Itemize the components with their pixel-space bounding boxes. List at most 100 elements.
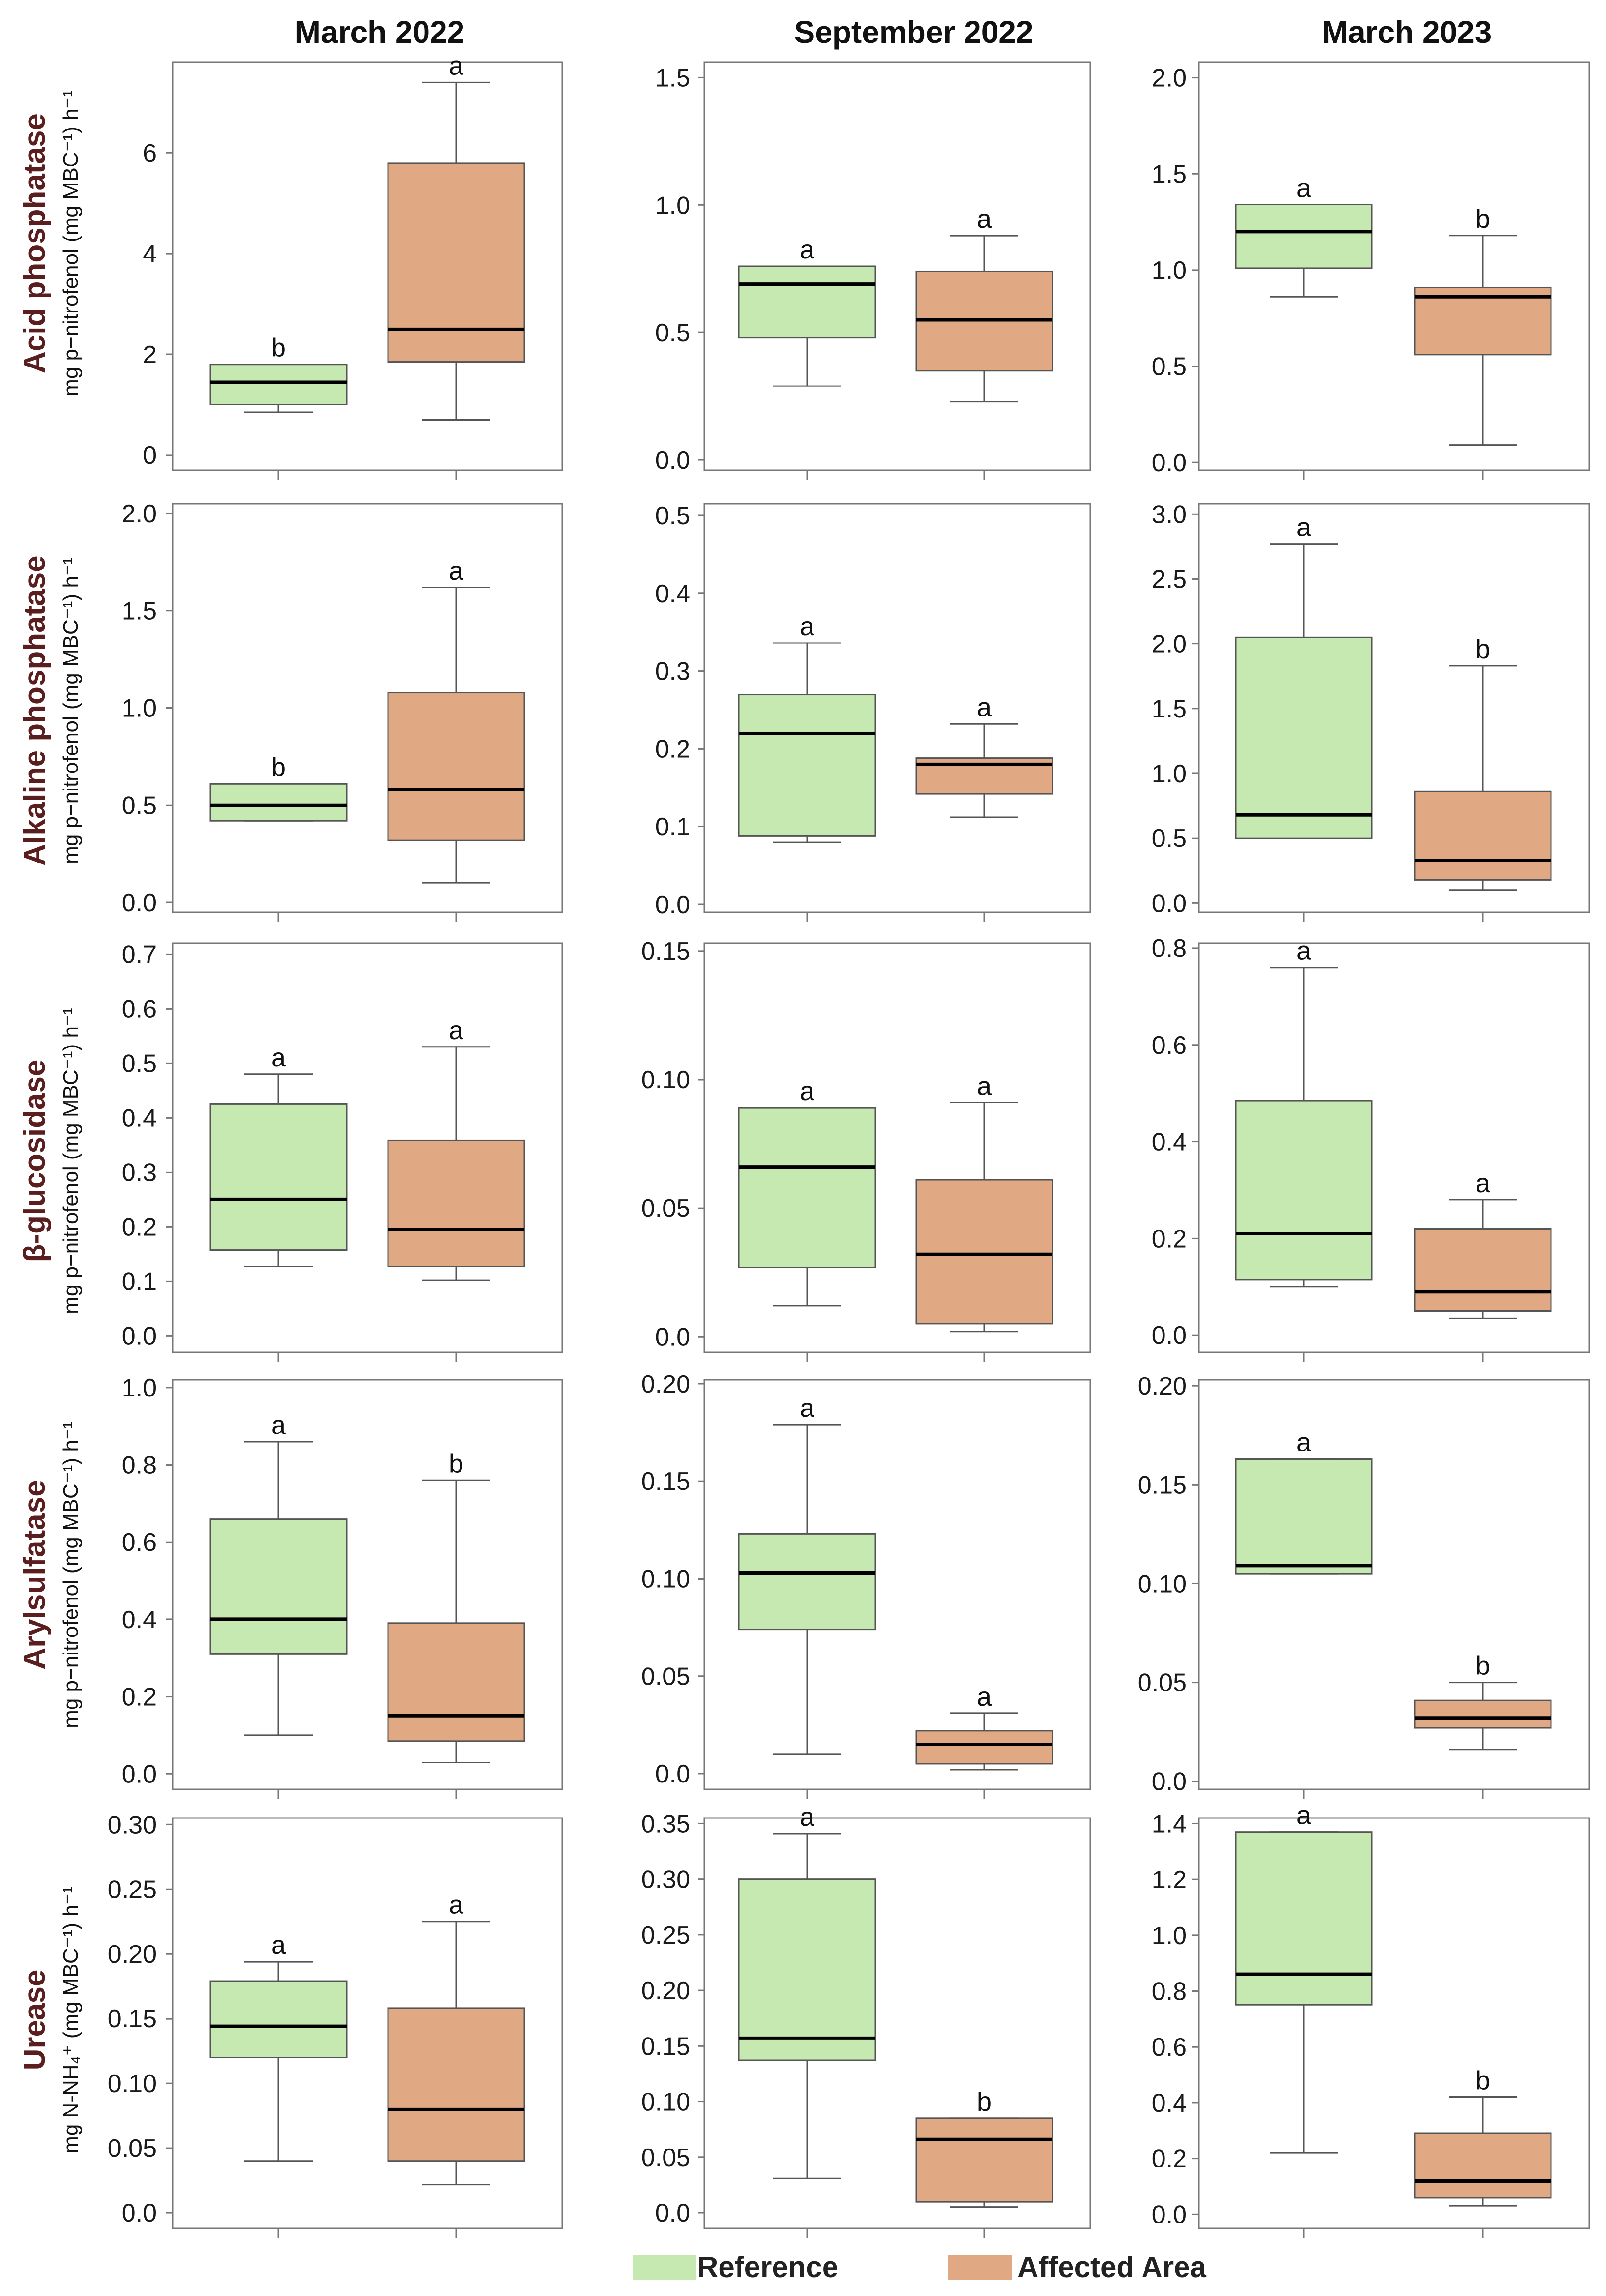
significance-letter: a [977, 1072, 992, 1101]
y-tick-label: 1.0 [1152, 760, 1187, 788]
panel-arylsulfatase-march-2023: 0.0 0.05 0.10 0.15 0.20 a b [1138, 1372, 1590, 1799]
y-tick-label: 0.7 [122, 940, 157, 969]
y-tick-label: 0.0 [655, 2199, 690, 2227]
y-tick-label: 2.0 [1152, 64, 1187, 92]
y-tick-label: 0.0 [655, 891, 690, 919]
y-tick-label: 0.2 [122, 1683, 157, 1711]
y-tick-label: 0.4 [122, 1104, 157, 1132]
iqr-box [209, 1103, 348, 1251]
y-tick-label: 0.0 [655, 1323, 690, 1351]
plot-frame [703, 1817, 1091, 2229]
y-tick-label: 0.8 [1152, 1978, 1187, 2006]
significance-letter: a [800, 235, 815, 264]
significance-letter: b [449, 1449, 463, 1478]
y-tick-label: 0.1 [122, 1267, 157, 1296]
significance-letter: a [449, 556, 464, 586]
panel-arylsulfatase-september-2022: 0.0 0.05 0.10 0.15 0.20 a a [641, 1370, 1091, 1799]
box-reference: a [738, 1802, 876, 2179]
significance-letter: a [800, 612, 815, 641]
y-tick-label: 0.05 [1138, 1669, 1187, 1697]
plot-frame [1198, 1379, 1590, 1790]
y-tick-label: 0.20 [641, 1370, 690, 1398]
row-title-acid-phosphatase: Acid phosphatase [18, 113, 52, 373]
y-tick-label: 1.2 [1152, 1866, 1187, 1894]
plot-frame [1198, 942, 1590, 1353]
y-tick-label: 0.20 [641, 1977, 690, 2005]
significance-letter: a [449, 1891, 464, 1920]
iqr-box [387, 2007, 525, 2162]
y-tick-label: 1.0 [1152, 1922, 1187, 1950]
y-tick-label: 0.30 [641, 1866, 690, 1894]
y-tick-label: 0.5 [122, 1049, 157, 1078]
y-tick-label: 1.0 [655, 191, 690, 220]
significance-letter: b [271, 333, 286, 363]
y-tick-label: 0.0 [122, 1322, 157, 1350]
y-tick-label: 1.5 [1152, 695, 1187, 723]
y-tick-label: 0.0 [655, 1760, 690, 1788]
significance-letter: a [800, 1802, 815, 1832]
box-reference: a [1235, 1428, 1373, 1575]
y-tick-label: 0.2 [1152, 2145, 1187, 2173]
row-title-urease: Urease [18, 1970, 52, 2071]
plot-frame [703, 1379, 1091, 1790]
iqr-box [738, 1107, 876, 1268]
y-tick-label: 0.20 [108, 1940, 157, 1968]
legend-swatch-reference [633, 2255, 696, 2280]
panel-alkaline-phosphatase-september-2022: 0.0 0.1 0.2 0.3 0.4 0.5 a a [655, 502, 1091, 922]
box-affected-area: b [1414, 2066, 1552, 2207]
y-tick-label: 0.15 [1138, 1471, 1187, 1499]
significance-letter: b [1476, 2066, 1490, 2095]
y-tick-label: 0.15 [108, 2005, 157, 2033]
plot-frame [703, 61, 1091, 471]
y-tick-label: 0.05 [641, 1663, 690, 1691]
y-tick-label: 1.0 [1152, 257, 1187, 285]
plot-frame [172, 1817, 563, 2229]
y-tick-label: 2 [143, 341, 157, 369]
y-tick-label: 0.6 [122, 995, 157, 1023]
iqr-box [1414, 1699, 1552, 1729]
column-title-march-2022: March 2022 [295, 15, 465, 50]
box-affected-area: a [915, 204, 1053, 403]
panel-alkaline-phosphatase-march-2023: 0.0 0.5 1.0 1.5 2.0 2.5 3.0 a b [1152, 500, 1590, 922]
y-tick-label: 1.5 [122, 597, 157, 625]
y-tick-label: 0.0 [1152, 2201, 1187, 2229]
iqr-box [387, 1139, 525, 1267]
y-tick-label: 0.4 [1152, 2089, 1187, 2117]
y-tick-label: 0.10 [1138, 1570, 1187, 1598]
panel-urease-march-2022: 0.0 0.05 0.10 0.15 0.20 0.25 0.30 a a [108, 1811, 563, 2238]
y-tick-label: 0.05 [641, 2144, 690, 2172]
box-affected-area: b [915, 2087, 1053, 2208]
iqr-box [387, 162, 525, 363]
y-tick-label: 0.4 [122, 1606, 157, 1634]
significance-letter: a [1296, 174, 1311, 203]
box-reference: b [209, 753, 348, 822]
y-tick-label: 6 [143, 139, 157, 167]
iqr-box [738, 1878, 876, 2061]
row-titles: Acid phosphatase mg p−nitrofenol (mg MBC… [18, 90, 83, 2154]
y-tick-label: 0.0 [122, 1760, 157, 1788]
y-tick-label: 0.5 [122, 791, 157, 820]
panel-acid-phosphatase-march-2023: 0.0 0.5 1.0 1.5 2.0 a b [1152, 61, 1590, 480]
y-tick-label: 0.5 [655, 502, 690, 530]
iqr-box [738, 265, 876, 339]
plot-frame [703, 503, 1091, 913]
significance-letter: a [449, 1016, 464, 1045]
y-tick-label: 0.15 [641, 2032, 690, 2060]
y-tick-label: 0.15 [641, 1468, 690, 1496]
y-tick-label: 0.05 [641, 1194, 690, 1223]
significance-letter: a [1296, 937, 1311, 966]
y-tick-label: 4 [143, 240, 157, 268]
panel-urease-march-2023: 0.0 0.2 0.4 0.6 0.8 1.0 1.2 1.4 a b [1152, 1801, 1590, 2238]
legend-label-reference: Reference [697, 2251, 838, 2283]
y-tick-label: 0.25 [641, 1921, 690, 1949]
iqr-box [915, 1179, 1053, 1325]
significance-letter: b [271, 753, 286, 782]
iqr-box [915, 2117, 1053, 2203]
y-tick-label: 0.20 [1138, 1372, 1187, 1400]
y-tick-label: 0.6 [1152, 2033, 1187, 2061]
plot-frame [172, 1379, 563, 1790]
box-reference: a [1235, 513, 1373, 839]
panel-alkaline-phosphatase-march-2022: 0.0 0.5 1.0 1.5 2.0 b a [122, 500, 563, 922]
y-tick-label: 0.3 [655, 658, 690, 686]
column-title-march-2023: March 2023 [1322, 15, 1492, 50]
